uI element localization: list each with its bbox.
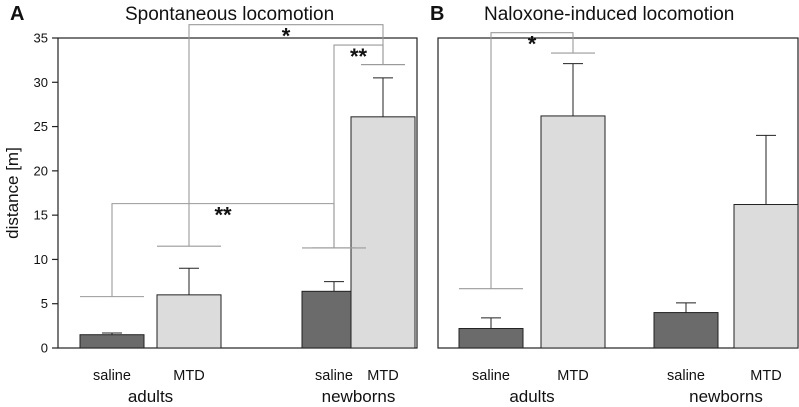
y-tick-label: 20 (34, 163, 48, 178)
y-tick-label: 10 (34, 252, 48, 267)
y-tick-label: 5 (41, 296, 48, 311)
panel-letter: B (430, 3, 444, 25)
significance-label: * (528, 32, 537, 57)
significance-label: ** (214, 203, 232, 228)
group-label: newborns (322, 387, 396, 406)
bar-mtd (156, 294, 222, 349)
x-tick-label: saline (315, 368, 353, 384)
bar-saline (653, 312, 719, 349)
x-tick-label: saline (93, 368, 131, 384)
significance-bracket: * (459, 32, 595, 290)
panel-letter: A (10, 3, 24, 25)
plot-frame (437, 37, 799, 349)
bar-saline (458, 328, 524, 349)
x-tick-label: MTD (750, 368, 781, 384)
significance-label: ** (350, 44, 368, 69)
group-label: newborns (689, 387, 763, 406)
plot-frame (57, 37, 418, 349)
chart-title: Spontaneous locomotion (125, 4, 334, 25)
chart-title: Naloxone-induced locomotion (484, 4, 734, 25)
x-tick-label: MTD (367, 368, 398, 384)
bar-mtd (350, 116, 416, 349)
y-axis-label: distance [m] (3, 147, 22, 239)
significance-bracket: ** (80, 203, 356, 298)
bar-mtd (540, 115, 606, 349)
y-tick-label: 30 (34, 75, 48, 90)
panel-a: A Spontaneous locomotion 0 5 10 15 20 25 30 35 dis… (3, 3, 418, 406)
y-tick-label: 15 (34, 208, 48, 223)
x-tick-label: MTD (173, 368, 204, 384)
bar-saline (79, 334, 145, 349)
panel-b: B Naloxone-induced locomotion saline MTD sal… (430, 3, 799, 406)
y-tick-label: 25 (34, 119, 48, 134)
x-tick-label: saline (472, 368, 510, 384)
x-tick-label: saline (667, 368, 705, 384)
significance-label: * (282, 24, 291, 49)
bar-mtd (733, 204, 799, 349)
significance-bracket: ** (302, 44, 405, 249)
y-tick-label: 0 (41, 341, 48, 356)
y-tick-label: 35 (34, 31, 48, 46)
x-tick-label: MTD (557, 368, 588, 384)
group-label: adults (509, 387, 554, 406)
group-label: adults (128, 387, 173, 406)
